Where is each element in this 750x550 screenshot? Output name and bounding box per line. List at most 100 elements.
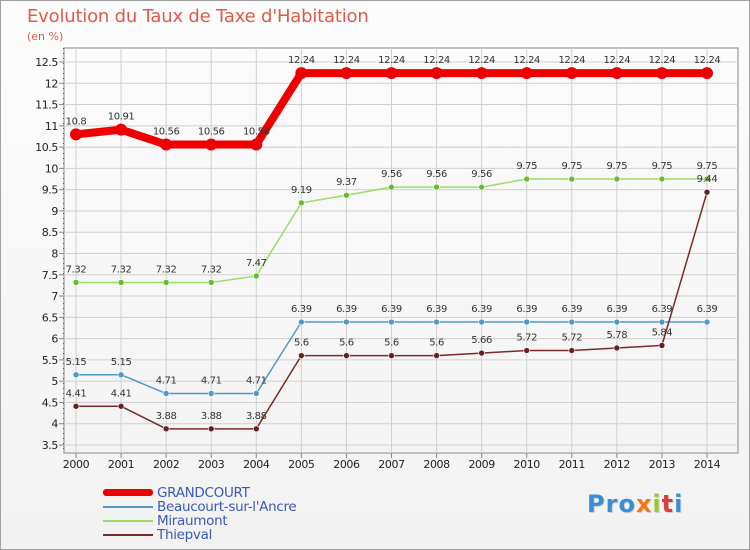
data-point[interactable]: [613, 175, 621, 183]
y-tick-label: 6: [51, 333, 58, 346]
data-point[interactable]: [478, 183, 485, 191]
data-point[interactable]: [117, 279, 125, 286]
legend-label-thiepval: Thiepval: [157, 527, 213, 543]
data-point[interactable]: [703, 188, 711, 196]
data-point[interactable]: [610, 67, 623, 80]
data-label: 7.32: [201, 264, 222, 275]
legend-item-beaucourt[interactable]: Beaucourt-sur-l'Ancre: [103, 499, 333, 515]
data-point[interactable]: [520, 67, 533, 80]
data-point[interactable]: [252, 390, 260, 397]
data-point[interactable]: [207, 425, 215, 433]
data-point[interactable]: [565, 67, 578, 80]
data-point[interactable]: [252, 425, 260, 433]
data-point[interactable]: [207, 390, 215, 397]
data-label: 12.24: [513, 55, 540, 66]
series-2: 7.32 7.32 7.32 7.32 7.47 9.19 9.37 9.56 9.56 9.56…: [66, 161, 718, 286]
plot-area: [63, 47, 739, 454]
data-point[interactable]: [117, 402, 125, 410]
logo-letter: r: [605, 490, 619, 518]
data-point[interactable]: [343, 352, 350, 359]
data-point[interactable]: [162, 390, 170, 397]
data-label: 9.56: [426, 169, 447, 180]
x-tick-label: 2008: [423, 458, 450, 471]
data-point[interactable]: [613, 318, 621, 326]
data-label: 6.39: [561, 304, 582, 315]
data-label: 7.32: [111, 264, 132, 275]
data-point[interactable]: [478, 318, 485, 326]
x-tick-label: 2007: [378, 458, 405, 471]
legend-label-beaucourt: Beaucourt-sur-l'Ancre: [157, 499, 297, 515]
data-label: 10.91: [108, 112, 135, 123]
data-point[interactable]: [70, 128, 82, 141]
data-point[interactable]: [162, 279, 170, 286]
data-point[interactable]: [252, 272, 260, 280]
data-point[interactable]: [655, 67, 668, 80]
data-label: 7.47: [246, 258, 267, 269]
data-point[interactable]: [568, 347, 576, 354]
data-point[interactable]: [703, 175, 711, 183]
data-point[interactable]: [703, 318, 711, 326]
y-tick-label: 11.5: [35, 99, 58, 112]
data-point[interactable]: [295, 67, 308, 80]
legend-item-grandcourt[interactable]: GRANDCOURT: [103, 485, 333, 501]
data-point[interactable]: [388, 183, 395, 191]
proxiti-logo[interactable]: Proxiti: [587, 490, 683, 518]
data-point[interactable]: [523, 175, 531, 183]
data-label: 3.88: [156, 411, 177, 422]
grid-lines: [64, 48, 738, 453]
data-point[interactable]: [72, 371, 80, 379]
data-point[interactable]: [430, 67, 443, 80]
data-point[interactable]: [478, 349, 485, 357]
data-point[interactable]: [388, 318, 395, 326]
data-label: 9.56: [471, 169, 492, 180]
data-point[interactable]: [207, 279, 215, 286]
data-point[interactable]: [205, 138, 218, 151]
data-label: 3.88: [201, 411, 222, 422]
data-point[interactable]: [568, 175, 576, 183]
data-point[interactable]: [298, 318, 305, 326]
data-point[interactable]: [388, 352, 395, 359]
data-point[interactable]: [72, 279, 80, 286]
y-tick-label: 10.5: [35, 141, 58, 154]
data-point[interactable]: [160, 138, 173, 151]
data-point[interactable]: [72, 402, 80, 410]
data-point[interactable]: [433, 352, 440, 359]
data-point[interactable]: [613, 344, 621, 352]
data-point[interactable]: [250, 138, 263, 151]
data-point[interactable]: [433, 318, 440, 326]
data-point[interactable]: [658, 318, 666, 326]
data-point[interactable]: [658, 175, 666, 183]
data-point[interactable]: [523, 347, 531, 354]
legend-label-miraumont: Miraumont: [157, 513, 228, 529]
data-point[interactable]: [433, 183, 440, 191]
data-point[interactable]: [162, 425, 170, 433]
y-tick-label: 4: [51, 418, 58, 431]
x-tick-label: 2005: [288, 458, 315, 471]
data-label: 5.84: [652, 327, 673, 338]
data-point[interactable]: [568, 318, 576, 326]
data-point[interactable]: [343, 191, 350, 199]
data-point[interactable]: [340, 67, 353, 80]
x-tick-label: 2011: [559, 458, 585, 471]
data-point[interactable]: [298, 199, 305, 207]
data-label: 4.41: [111, 388, 132, 399]
data-point[interactable]: [701, 67, 713, 80]
legend: GRANDCOURT Beaucourt-sur-l'Ancre Miraumo…: [103, 485, 333, 543]
data-point[interactable]: [117, 371, 125, 379]
data-label: 5.6: [384, 338, 399, 349]
logo-letter: o: [618, 490, 636, 518]
data-point[interactable]: [523, 318, 531, 326]
data-point[interactable]: [385, 67, 398, 80]
data-label: 10.56: [153, 127, 180, 138]
data-label: 6.39: [516, 304, 537, 315]
data-label: 7.32: [66, 264, 87, 275]
data-label: 5.6: [294, 338, 309, 349]
legend-item-thiepval[interactable]: Thiepval: [103, 527, 333, 543]
data-point[interactable]: [115, 123, 128, 136]
data-label: 7.32: [156, 264, 177, 275]
data-point[interactable]: [343, 318, 350, 326]
legend-item-miraumont[interactable]: Miraumont: [103, 513, 333, 529]
data-point[interactable]: [475, 67, 488, 80]
data-point[interactable]: [298, 352, 305, 359]
data-point[interactable]: [658, 342, 666, 349]
